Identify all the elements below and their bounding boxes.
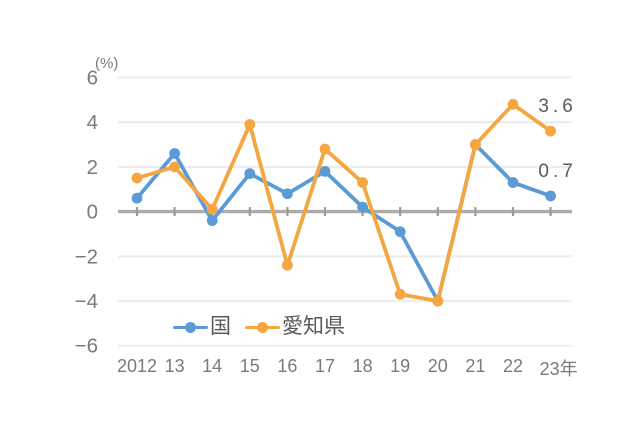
legend-item-aichi: 愛知県 [245, 316, 345, 338]
series-point-国 [507, 177, 519, 188]
series-point-国 [357, 201, 368, 213]
x-axis-tick-label: 19 [390, 356, 410, 376]
x-axis-tick-label: 16 [277, 356, 297, 376]
series-point-愛知県 [470, 139, 481, 150]
y-axis-tick-label: 0 [87, 201, 98, 224]
y-axis-unit-label: (%) [95, 55, 119, 72]
series-point-愛知県 [206, 203, 218, 215]
x-axis-tick-label: 2012 [117, 356, 157, 376]
series-line-愛知県 [135, 102, 553, 303]
x-axis-tick-label: 15 [240, 356, 260, 376]
y-axis-tick-label: −2 [75, 245, 98, 268]
series-line-国 [135, 142, 553, 303]
y-axis-tick-label: −4 [75, 290, 98, 313]
series-point-愛知県 [357, 177, 368, 188]
series-point-愛知県 [244, 119, 256, 130]
series-point-愛知県 [131, 172, 143, 184]
legend-marker-kuni-icon [173, 316, 208, 338]
y-axis-tick-label: 6 [87, 67, 98, 90]
y-axis-tick-label: −6 [75, 335, 98, 358]
x-axis-tick-label: 22 [503, 356, 523, 376]
series-point-愛知県 [169, 161, 181, 173]
series-point-愛知県 [394, 288, 406, 300]
series-point-国 [131, 192, 143, 204]
legend: 国 愛知県 [173, 316, 345, 338]
series-point-愛知県 [545, 125, 556, 137]
data-label-aichi-latest: 3.6 [538, 96, 577, 118]
legend-dot-swatch [185, 321, 196, 333]
x-axis-tick-label: 21 [465, 356, 485, 376]
legend-label-kuni: 国 [210, 315, 231, 338]
legend-dot-swatch [257, 321, 268, 333]
series-point-愛知県 [282, 259, 293, 271]
x-axis-tick-label: 18 [353, 356, 373, 376]
data-label-kuni-latest: 0.7 [538, 160, 577, 182]
x-axis-tick-label: 20 [428, 356, 448, 376]
series-point-国 [545, 190, 556, 202]
series-point-国 [319, 165, 331, 177]
legend-label-aichi: 愛知県 [282, 315, 345, 338]
x-axis-tick-label: 14 [202, 356, 222, 376]
series-point-愛知県 [432, 295, 444, 307]
x-axis-tick-label: 23年 [540, 359, 578, 379]
x-axis-tick-label: 17 [315, 356, 335, 376]
series-point-国 [394, 226, 406, 238]
series-point-国 [282, 188, 293, 200]
series-point-国 [244, 168, 256, 180]
series-point-愛知県 [507, 98, 519, 110]
x-axis-tick-label: 13 [165, 356, 185, 376]
series-point-愛知県 [319, 143, 331, 155]
legend-marker-aichi-icon [245, 316, 280, 338]
series-point-国 [206, 215, 218, 226]
y-axis-tick-label: 4 [87, 111, 98, 134]
series-point-国 [169, 148, 181, 159]
legend-item-kuni: 国 [173, 316, 231, 338]
y-axis-tick-label: 2 [87, 156, 98, 179]
